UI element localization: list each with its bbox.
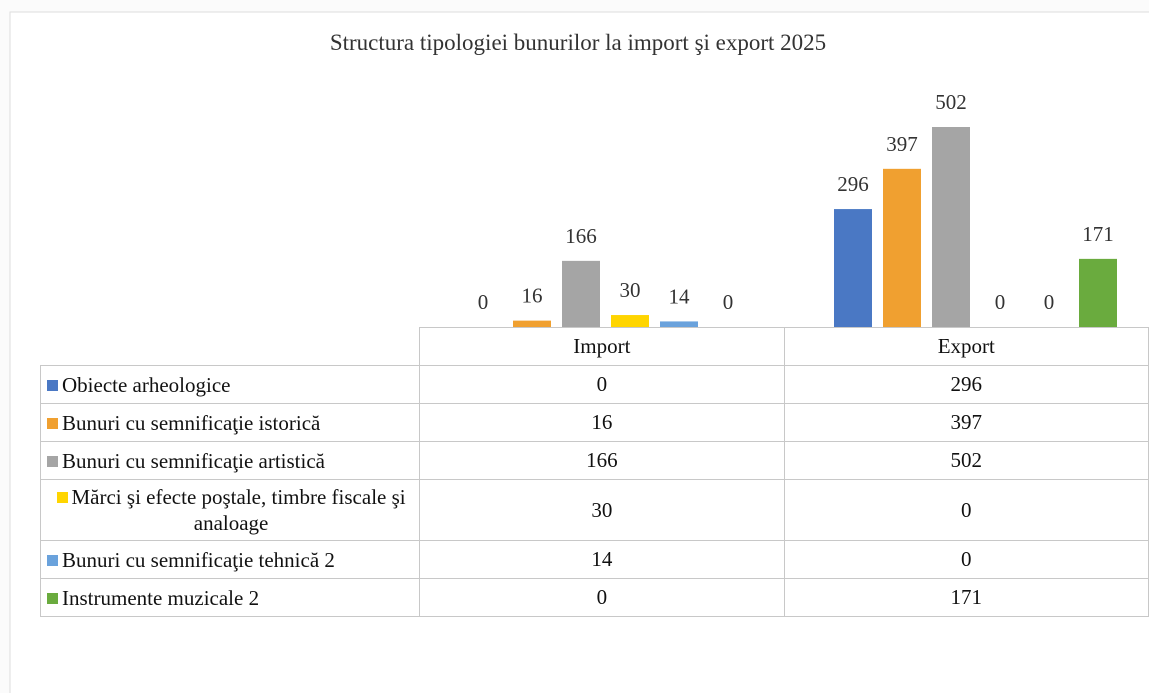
data-label: 171 [1082, 222, 1114, 246]
table-row: Bunuri cu semnificaţie artistică 166 502 [39, 441, 1149, 480]
table-value: 171 [783, 578, 1149, 617]
legend-cell: Bunuri cu semnificaţie tehnică 2 [39, 540, 421, 579]
data-label: 397 [886, 132, 918, 156]
table-value: 14 [419, 540, 785, 579]
data-label: 16 [522, 284, 543, 308]
legend-label: Bunuri cu semnificaţie tehnică 2 [62, 547, 335, 572]
legend-label: Instrumente muzicale 2 [62, 585, 260, 610]
table-row: Mărci şi efecte poştale, timbre fiscale … [39, 479, 1149, 541]
legend-swatch [47, 592, 58, 604]
data-label: 502 [935, 90, 967, 114]
header-row: Import Export [41, 327, 1149, 366]
data-label: 0 [723, 290, 734, 314]
data-label: 0 [1044, 290, 1055, 314]
table-value: 16 [419, 403, 785, 442]
legend-cell: Mărci şi efecte poştale, timbre fiscale … [39, 479, 421, 541]
table-row: Obiecte arheologice 0 296 [39, 365, 1149, 404]
bar [562, 260, 600, 327]
bar [883, 168, 921, 327]
data-label: 0 [478, 290, 489, 314]
legend-cell: Obiecte arheologice [39, 365, 421, 404]
table-value: 30 [419, 479, 785, 541]
legend-cell: Bunuri cu semnificaţie artistică [39, 441, 421, 480]
table-row: Bunuri cu semnificaţie tehnică 2 14 0 [39, 540, 1149, 579]
table-row: Bunuri cu semnificaţie istorică 16 397 [39, 403, 1149, 442]
data-label: 30 [620, 278, 641, 302]
legend-swatch [47, 417, 58, 429]
bar [611, 315, 649, 327]
table-value: 0 [783, 540, 1149, 579]
legend-cell: Bunuri cu semnificaţie istorică [39, 403, 421, 442]
table-value: 397 [783, 403, 1149, 442]
table-value: 0 [783, 479, 1149, 541]
category-label: Import [419, 327, 785, 366]
legend-swatch [47, 379, 58, 391]
legend-cell: Instrumente muzicale 2 [39, 578, 421, 617]
bar [834, 209, 872, 327]
data-label: 166 [565, 224, 597, 248]
chart-title: Structura tipologiei bunurilor la import… [330, 30, 826, 55]
corner [41, 328, 420, 366]
legend-swatch [56, 492, 68, 503]
data-table: Import Export Obiecte arheologice 0 296 Bunur… [39, 327, 1149, 617]
bar [660, 321, 698, 327]
legend-swatch [47, 455, 58, 467]
data-label: 14 [669, 284, 691, 308]
legend-label: Bunuri cu semnificaţie istorică [62, 410, 321, 435]
table-value: 0 [419, 365, 785, 404]
table-value: 296 [783, 365, 1149, 404]
legend-label: Mărci şi efecte poştale, timbre fiscale … [71, 485, 406, 535]
legend-label: Bunuri cu semnificaţie artistică [62, 448, 325, 473]
legend-label: Obiecte arheologice [62, 372, 231, 397]
bar [932, 127, 970, 327]
table-value: 502 [783, 441, 1149, 480]
data-label: 0 [995, 290, 1006, 314]
category-label: Export [783, 327, 1149, 366]
table-value: 166 [419, 441, 785, 480]
table-row: Instrumente muzicale 2 0 171 [39, 578, 1149, 617]
bar [513, 320, 551, 327]
bar [1079, 258, 1117, 327]
legend-swatch [47, 554, 58, 566]
table-value: 0 [419, 578, 785, 617]
data-label: 296 [837, 172, 869, 196]
